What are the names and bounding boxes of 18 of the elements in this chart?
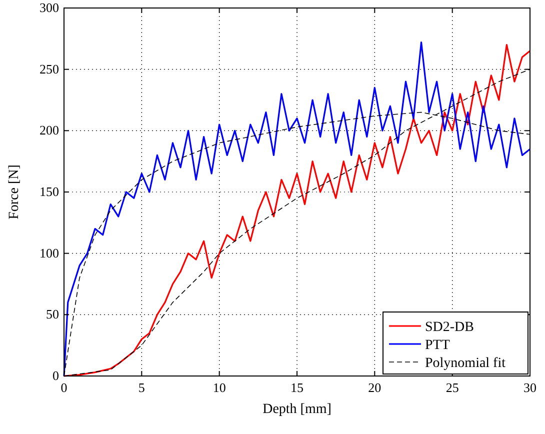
y-tick-label: 100	[40, 245, 59, 260]
y-tick-label: 200	[40, 122, 59, 138]
x-tick-label: 20	[368, 380, 382, 395]
x-tick-label: 25	[446, 380, 459, 395]
y-tick-label: 300	[40, 0, 59, 15]
x-axis-title: Depth [mm]	[262, 402, 332, 417]
y-tick-label: 0	[52, 368, 59, 383]
x-tick-label: 15	[290, 380, 304, 395]
x-tick-label: 10	[212, 380, 226, 395]
y-tick-label: 150	[40, 184, 59, 199]
legend-label: SD2-DB	[425, 320, 474, 335]
y-axis-title: Force [N]	[7, 164, 22, 220]
legend-label: Polynomial fit	[425, 356, 506, 371]
legend-label: PTT	[425, 338, 450, 353]
x-tick-label: 30	[524, 380, 536, 395]
y-tick-label: 50	[46, 306, 59, 322]
y-tick-label: 250	[40, 61, 59, 76]
x-tick-label: 5	[138, 380, 145, 395]
